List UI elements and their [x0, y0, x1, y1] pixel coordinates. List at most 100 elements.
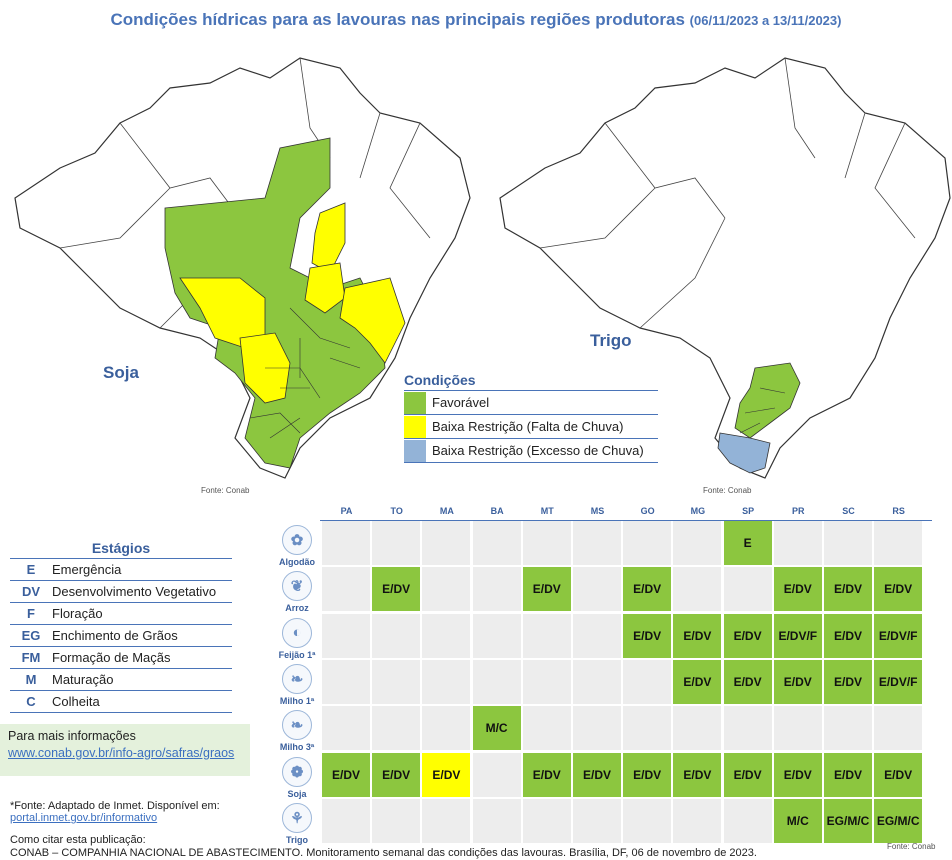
legend-item-excesso-chuva: Baixa Restrição (Excesso de Chuva)	[404, 439, 658, 463]
source-note-link[interactable]: portal.inmet.gov.br/informativo	[10, 812, 157, 824]
citation-text: CONAB – COMPANHIA NACIONAL DE ABASTECIME…	[10, 847, 757, 860]
table-cell: E/DV	[824, 614, 872, 658]
state-header: TO	[372, 506, 421, 520]
state-header: MG	[673, 506, 722, 520]
table-cell	[573, 660, 621, 704]
table-cell	[372, 660, 420, 704]
page-title: Condições hídricas para as lavouras nas …	[0, 10, 952, 30]
trigo-map-label: Trigo	[590, 331, 632, 351]
title-dates: (06/11/2023 a 13/11/2023)	[690, 13, 842, 28]
stage-row: E Emergência	[10, 559, 232, 581]
table-cell	[824, 706, 872, 750]
crop-label: ❧ Milho 3ª	[274, 710, 320, 752]
corn-icon: ❧	[282, 710, 312, 740]
table-cell: E	[724, 521, 772, 565]
table-cell	[623, 660, 671, 704]
table-cell: E/DV	[724, 660, 772, 704]
table-cell	[322, 799, 370, 843]
table-cell	[523, 521, 571, 565]
crop-label: ❁ Soja	[274, 757, 320, 799]
legend-item-favoravel: Favorável	[404, 391, 658, 415]
table-cell: E/DV	[874, 567, 922, 611]
soy-icon: ❁	[282, 757, 312, 787]
more-info-box: Para mais informações www.conab.gov.br/i…	[0, 724, 250, 776]
table-cell	[874, 521, 922, 565]
table-cell: E/DV	[824, 660, 872, 704]
stage-code: C	[10, 694, 52, 709]
stages-legend: Estágios E Emergência DV Desenvolvimento V…	[10, 540, 232, 713]
table-cell: E/DV	[774, 660, 822, 704]
table-cell: E/DV	[724, 753, 772, 797]
state-header: MA	[422, 506, 471, 520]
crop-label: ❦ Arroz	[274, 571, 320, 613]
bean-icon: ◐	[282, 618, 312, 648]
stage-code: F	[10, 606, 52, 621]
table-cell: EG/M/C	[824, 799, 872, 843]
table-cell	[824, 521, 872, 565]
table-cell: E/DV	[322, 753, 370, 797]
table-cell	[573, 567, 621, 611]
table-cell: E/DV	[623, 614, 671, 658]
stage-row: F Floração	[10, 603, 232, 625]
table-cell	[372, 706, 420, 750]
stage-row: FM Formação de Maçãs	[10, 647, 232, 669]
stage-row: C Colheita	[10, 691, 232, 713]
state-header: MT	[523, 506, 572, 520]
table-cell	[673, 799, 721, 843]
table-cell	[623, 799, 671, 843]
stage-row: M Maturação	[10, 669, 232, 691]
table-cell	[422, 614, 470, 658]
table-cell	[372, 799, 420, 843]
table-cell	[473, 799, 521, 843]
table-cell	[573, 614, 621, 658]
stages-legend-title: Estágios	[10, 540, 232, 559]
table-cell	[573, 706, 621, 750]
table-cell: M/C	[774, 799, 822, 843]
table-cell: E/DV	[372, 753, 420, 797]
table-cell	[724, 706, 772, 750]
stage-code: DV	[10, 584, 52, 599]
table-source: Fonte: Conab	[887, 842, 935, 851]
state-header: PA	[322, 506, 371, 520]
table-cell: E/DV	[523, 753, 571, 797]
table-cell: E/DV	[523, 567, 571, 611]
table-cell	[573, 521, 621, 565]
table-cell: E/DV	[774, 567, 822, 611]
legend-swatch-blue	[404, 440, 426, 462]
trigo-map-source: Fonte: Conab	[703, 486, 751, 495]
stage-code: E	[10, 562, 52, 577]
conditions-legend-title: Condições	[404, 372, 658, 391]
table-cell	[473, 567, 521, 611]
state-header: MS	[573, 506, 622, 520]
crop-label: ✿ Algodão	[274, 525, 320, 567]
crop-name: Milho 3ª	[274, 742, 320, 752]
table-cell	[322, 567, 370, 611]
source-note-label: *Fonte: Adaptado de Inmet. Disponível em…	[10, 800, 220, 812]
more-info-link[interactable]: www.conab.gov.br/info-agro/safras/graos	[8, 746, 242, 760]
table-cell: E/DV	[422, 753, 470, 797]
crop-name: Feijão 1ª	[274, 650, 320, 660]
crop-label: ⚘ Trigo	[274, 803, 320, 845]
state-header: GO	[623, 506, 672, 520]
state-header: RS	[874, 506, 923, 520]
more-info-label: Para mais informações	[8, 729, 242, 743]
soja-map-label: Soja	[103, 363, 139, 383]
legend-swatch-green	[404, 392, 426, 414]
legend-label: Baixa Restrição (Falta de Chuva)	[432, 419, 623, 434]
state-header: SP	[724, 506, 773, 520]
table-cell	[422, 799, 470, 843]
stage-label: Desenvolvimento Vegetativo	[52, 584, 232, 599]
wheat-icon: ⚘	[282, 803, 312, 833]
stage-code: EG	[10, 628, 52, 643]
crop-name: Arroz	[274, 603, 320, 613]
source-note: *Fonte: Adaptado de Inmet. Disponível em…	[10, 800, 220, 824]
table-cell	[372, 521, 420, 565]
table-cell	[673, 706, 721, 750]
table-cell	[523, 660, 571, 704]
table-cell	[422, 521, 470, 565]
table-cell: E/DV/F	[774, 614, 822, 658]
stage-row: EG Enchimento de Grãos	[10, 625, 232, 647]
crop-name: Algodão	[274, 557, 320, 567]
table-cell: E/DV	[372, 567, 420, 611]
table-cell: E/DV/F	[874, 614, 922, 658]
